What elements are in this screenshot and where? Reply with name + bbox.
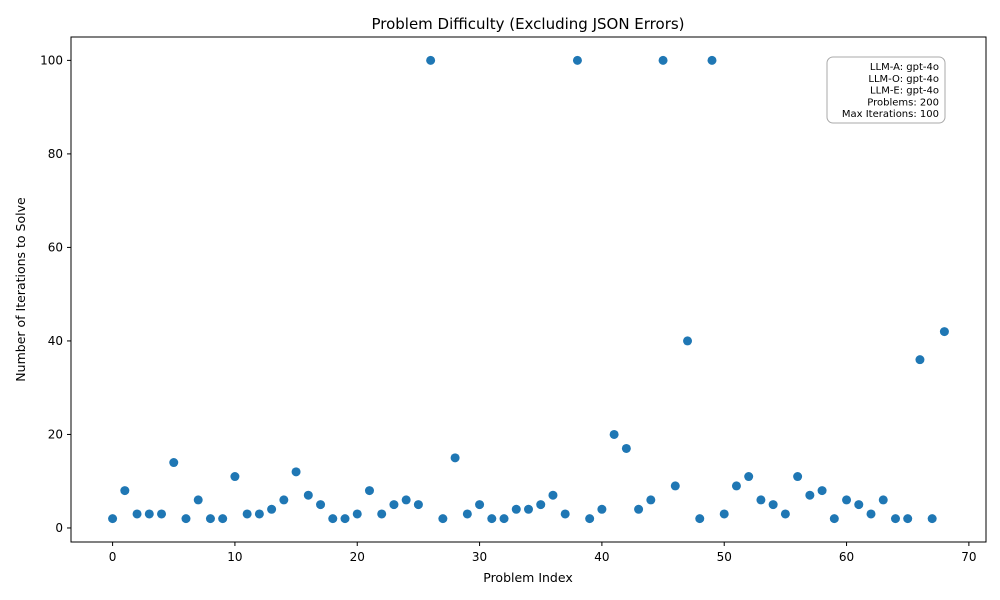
x-tick-label: 70 [961, 550, 976, 564]
x-tick-label: 50 [717, 550, 732, 564]
data-point [683, 336, 693, 346]
data-point [878, 495, 888, 505]
x-axis-ticks: 0 10 20 30 40 50 60 70 [109, 542, 977, 564]
data-point [854, 500, 864, 510]
data-point [829, 514, 839, 524]
data-point [205, 514, 215, 524]
data-point [328, 514, 338, 524]
data-point [560, 509, 570, 519]
y-tick-label: 80 [48, 147, 63, 161]
info-box-text: LLM-A: gpt-4o LLM-O: gpt-4o LLM-E: gpt-4o P… [842, 62, 939, 120]
data-point [377, 509, 387, 519]
info-box-line: LLM-A: gpt-4o [870, 62, 939, 73]
data-point [144, 509, 154, 519]
data-point [866, 509, 876, 519]
x-tick-label: 40 [594, 550, 609, 564]
data-point [193, 495, 203, 505]
data-point [756, 495, 766, 505]
data-point [634, 504, 644, 514]
data-point [352, 509, 362, 519]
data-point [462, 509, 472, 519]
data-point [609, 429, 619, 439]
data-point [413, 500, 423, 510]
data-point [646, 495, 656, 505]
data-point [805, 490, 815, 500]
data-point [817, 486, 827, 496]
x-axis-label: Problem Index [483, 570, 573, 585]
data-point [658, 55, 668, 65]
data-point [744, 472, 754, 482]
data-point [267, 504, 277, 514]
data-point [793, 472, 803, 482]
x-tick-label: 10 [227, 550, 242, 564]
y-tick-label: 100 [40, 53, 63, 67]
data-point [536, 500, 546, 510]
data-point [572, 55, 582, 65]
info-box-frame [826, 56, 946, 124]
plot-frame [70, 36, 987, 543]
x-tick-label: 0 [109, 550, 117, 564]
data-point [695, 514, 705, 524]
data-point [120, 486, 130, 496]
info-box-line: Problems: 200 [867, 97, 939, 108]
y-axis-label: Number of Iterations to Solve [13, 197, 28, 382]
x-tick-label: 60 [839, 550, 854, 564]
info-box-line: Max Iterations: 100 [842, 109, 939, 120]
data-point [585, 514, 595, 524]
data-point [242, 509, 252, 519]
data-point [524, 504, 533, 514]
data-point [475, 500, 485, 510]
data-point [218, 514, 228, 524]
data-point [340, 514, 350, 524]
data-points [108, 55, 949, 524]
data-point [548, 490, 558, 500]
data-point [438, 514, 448, 524]
data-point [303, 490, 313, 500]
data-point [389, 500, 399, 510]
data-point [768, 500, 778, 510]
data-point [108, 514, 118, 524]
data-point [903, 514, 913, 524]
data-point [707, 55, 717, 65]
data-point [927, 514, 937, 524]
data-point [132, 509, 142, 519]
data-point [291, 467, 301, 477]
data-point [364, 486, 374, 496]
data-point [426, 55, 436, 65]
data-point [597, 504, 607, 514]
data-point [450, 453, 460, 463]
data-point [181, 514, 191, 524]
chart-title: Problem Difficulty (Excluding JSON Error… [371, 15, 684, 33]
data-point [169, 458, 179, 468]
y-tick-label: 0 [55, 521, 63, 535]
data-point [157, 509, 167, 519]
data-point [254, 509, 264, 519]
data-point [401, 495, 411, 505]
x-tick-label: 30 [472, 550, 487, 564]
info-box-line: LLM-E: gpt-4o [870, 86, 939, 97]
data-point [316, 500, 326, 510]
data-point [890, 514, 900, 524]
info-box-line: LLM-O: gpt-4o [868, 74, 939, 85]
data-point [487, 514, 497, 524]
y-tick-label: 40 [48, 334, 63, 348]
x-tick-label: 20 [350, 550, 365, 564]
data-point [621, 443, 631, 453]
data-point [279, 495, 289, 505]
y-tick-label: 60 [48, 240, 63, 254]
data-point [915, 355, 925, 365]
data-point [499, 514, 509, 524]
data-point [939, 327, 949, 337]
y-tick-label: 20 [48, 427, 63, 441]
info-box: LLM-A: gpt-4o LLM-O: gpt-4o LLM-E: gpt-4o P… [826, 56, 946, 124]
data-point [719, 509, 729, 519]
y-axis-ticks: 0 20 40 60 80 100 [40, 53, 71, 535]
data-point [511, 504, 521, 514]
data-point [731, 481, 741, 491]
data-point [842, 495, 852, 505]
data-point [670, 481, 680, 491]
data-point [230, 472, 240, 482]
data-point [780, 509, 790, 519]
